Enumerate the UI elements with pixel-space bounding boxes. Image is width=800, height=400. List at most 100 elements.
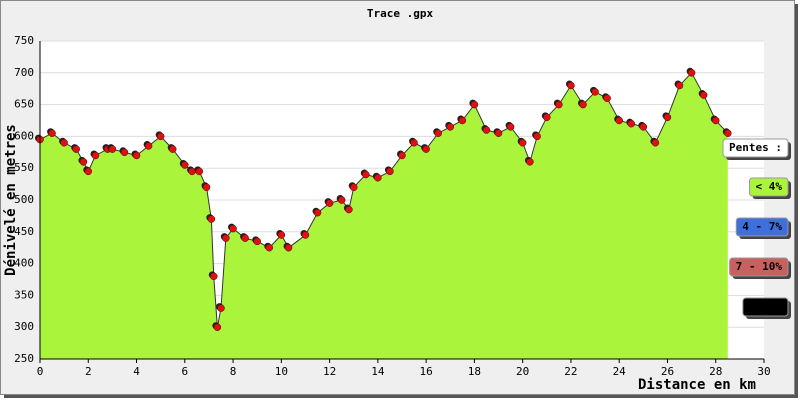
point	[345, 205, 353, 214]
x-tick-label: 30	[757, 365, 770, 378]
point	[398, 151, 406, 160]
point	[48, 129, 56, 137]
point	[434, 129, 442, 137]
point	[91, 151, 100, 160]
point	[168, 145, 177, 153]
point	[410, 139, 418, 147]
legend-box	[729, 257, 789, 277]
point	[603, 94, 611, 102]
legend-box	[722, 138, 789, 158]
point	[229, 224, 237, 233]
point	[284, 243, 293, 252]
legend-label: > 10%	[749, 300, 782, 313]
y-axis-label: Dénivelé en metres	[3, 124, 19, 276]
point	[84, 167, 93, 176]
point	[60, 139, 68, 147]
point	[651, 139, 660, 147]
point	[639, 123, 648, 131]
point	[494, 129, 503, 137]
point	[362, 170, 370, 179]
y-tick-label: 350	[14, 288, 34, 301]
point	[156, 132, 165, 141]
point	[533, 132, 541, 141]
point	[543, 113, 551, 122]
point	[386, 167, 394, 176]
point	[446, 123, 455, 131]
legend-label: Pentes :	[729, 141, 782, 154]
legend-box	[735, 217, 789, 237]
point	[567, 81, 575, 90]
point	[699, 91, 708, 99]
legend-box	[742, 297, 789, 317]
point	[202, 183, 211, 192]
point	[241, 234, 249, 242]
point	[663, 113, 672, 122]
point	[195, 167, 204, 176]
x-tick-label: 6	[181, 365, 188, 378]
point	[374, 173, 382, 182]
y-tick-label: 500	[14, 193, 34, 206]
point	[422, 145, 430, 153]
y-tick-label: 550	[14, 161, 34, 174]
point	[301, 231, 310, 239]
point	[210, 272, 218, 281]
legend-label: < 4%	[756, 180, 783, 193]
point	[615, 116, 623, 125]
x-tick-label: 8	[230, 365, 237, 378]
point	[675, 81, 684, 90]
point	[506, 123, 515, 131]
y-tick-label: 650	[14, 98, 34, 111]
x-tick-label: 10	[275, 365, 288, 378]
point	[265, 243, 274, 252]
x-tick-label: 28	[709, 365, 722, 378]
y-tick-label: 700	[14, 66, 34, 79]
y-tick-label: 450	[14, 225, 34, 238]
point	[555, 100, 563, 109]
point	[120, 148, 129, 157]
point	[213, 323, 222, 331]
x-tick-label: 24	[613, 365, 627, 378]
point	[591, 88, 599, 96]
point	[132, 151, 141, 160]
x-tick-label: 0	[37, 365, 44, 378]
point	[349, 183, 358, 192]
point	[217, 304, 225, 312]
x-tick-label: 20	[516, 365, 529, 378]
point	[458, 116, 467, 125]
x-axis-label: Distance en km	[638, 377, 756, 393]
y-tick-label: 600	[14, 129, 34, 142]
legend-label: 7 - 10%	[736, 260, 783, 273]
point	[181, 161, 189, 169]
point	[72, 145, 80, 153]
point	[579, 100, 587, 109]
y-tick-label: 750	[14, 34, 34, 47]
x-tick-label: 12	[323, 365, 336, 378]
point	[482, 126, 491, 134]
point	[277, 231, 286, 239]
area-fill	[40, 72, 728, 360]
x-tick-label: 18	[468, 365, 481, 378]
point	[207, 215, 216, 223]
point	[222, 234, 230, 242]
point	[526, 158, 534, 166]
x-tick-label: 26	[661, 365, 674, 378]
point	[313, 208, 322, 217]
point	[108, 145, 117, 153]
point	[337, 196, 346, 204]
point	[627, 119, 636, 128]
x-tick-label: 2	[85, 365, 92, 378]
point	[687, 69, 696, 77]
point	[724, 129, 732, 137]
y-tick-label: 300	[14, 320, 34, 333]
point	[79, 158, 88, 166]
point	[711, 116, 720, 125]
y-tick-label: 400	[14, 257, 34, 270]
x-tick-label: 16	[420, 365, 433, 378]
x-tick-label: 14	[371, 365, 385, 378]
point	[518, 139, 527, 147]
x-tick-label: 22	[564, 365, 577, 378]
point	[144, 142, 153, 150]
point	[253, 237, 261, 246]
legend-label: 4 - 7%	[742, 220, 782, 233]
